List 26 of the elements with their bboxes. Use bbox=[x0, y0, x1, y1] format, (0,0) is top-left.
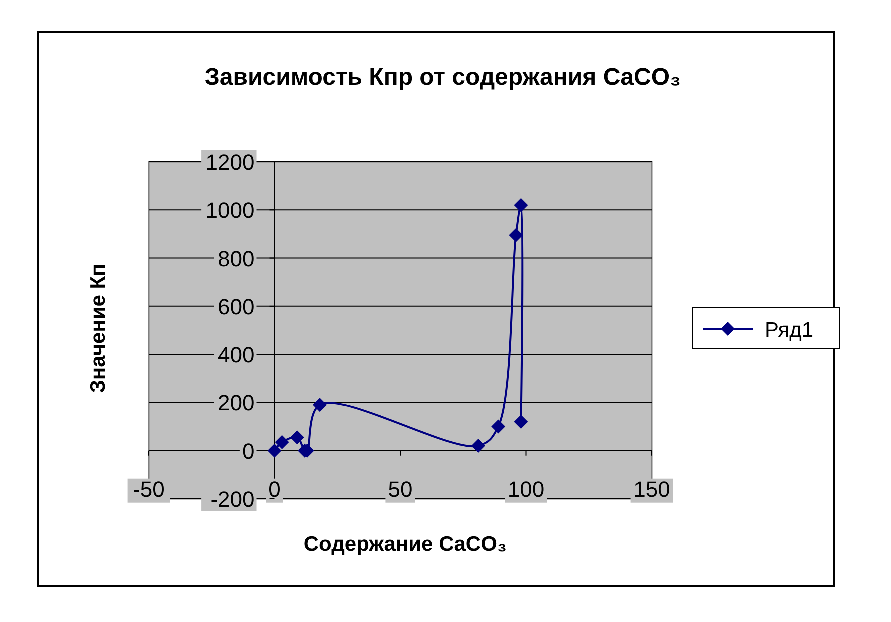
point bbox=[275, 435, 290, 450]
x-tick-label: -50 bbox=[133, 476, 165, 502]
y-tick-label: 1200 bbox=[206, 150, 255, 175]
y-tick-label: -200 bbox=[210, 487, 255, 512]
point bbox=[313, 398, 328, 412]
point bbox=[514, 198, 528, 212]
point bbox=[509, 228, 524, 242]
y-tick-label: 400 bbox=[218, 342, 255, 368]
legend-label: Ряд1 bbox=[765, 319, 814, 342]
x-tick-label: 150 bbox=[634, 476, 670, 502]
point bbox=[290, 430, 304, 445]
x-tick-label: 0 bbox=[268, 476, 281, 502]
x-axis-title: Содержание CaCO₃ bbox=[304, 533, 508, 556]
x-tick-label: 50 bbox=[388, 476, 413, 502]
point bbox=[268, 444, 282, 458]
y-tick-label: 0 bbox=[242, 438, 255, 464]
point bbox=[514, 414, 528, 429]
point bbox=[492, 420, 506, 434]
y-tick-label: 200 bbox=[218, 390, 255, 416]
x-tick-label: 100 bbox=[508, 476, 545, 502]
y-tick-label: 800 bbox=[218, 246, 255, 272]
point bbox=[471, 439, 486, 454]
y-axis-title: Значение Кп bbox=[87, 264, 110, 394]
chart-title: Зависимость Кпр от содержания CaCO₃ bbox=[204, 64, 682, 91]
y-tick-label: 1000 bbox=[206, 198, 255, 224]
y-tick-label: 600 bbox=[218, 294, 255, 320]
